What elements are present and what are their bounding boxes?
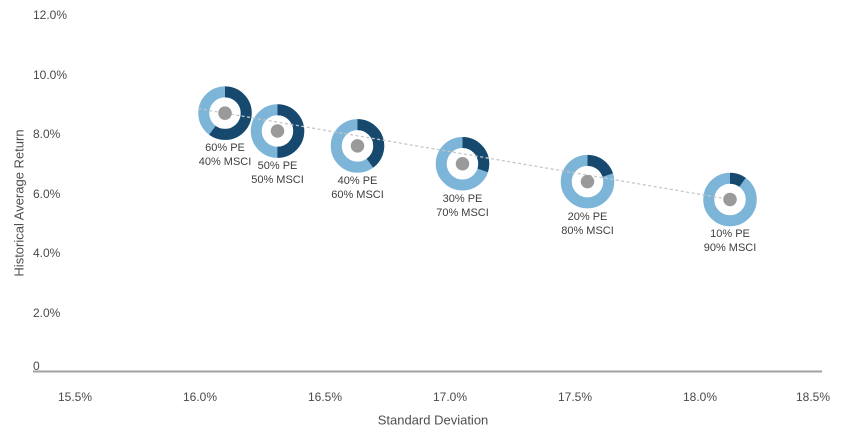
point-label-line1: 10% PE [710, 228, 750, 241]
center-dot [455, 157, 470, 171]
pe-segment [435, 137, 490, 191]
pe-segment [703, 172, 757, 227]
y-tick-label: 12.0% [33, 8, 68, 22]
pe-segment [330, 119, 385, 173]
center-dot [218, 106, 232, 120]
center-dot [350, 139, 365, 153]
y-tick-label: 0 [33, 359, 40, 373]
point-label-line1: 50% PE [257, 160, 298, 173]
x-tick-label: 15.5% [57, 390, 93, 404]
point-label-line2: 90% MSCI [703, 242, 757, 255]
point-label-line1: 40% PE [337, 174, 378, 187]
y-tick-label: 10.0% [33, 67, 68, 82]
donut-marker [250, 104, 305, 158]
point-label-line1: 60% PE [205, 142, 245, 155]
point-label-line2: 50% MSCI [251, 174, 304, 187]
donut-marker [560, 154, 615, 209]
donut-marker [330, 119, 385, 173]
x-tick-label: 16.5% [307, 390, 343, 404]
donut-marker [435, 137, 490, 191]
pe-segment [560, 154, 615, 209]
y-axis-title: Historical Average Return [11, 129, 27, 277]
y-tick-label: 4.0% [33, 246, 61, 260]
x-tick-label: 18.5% [795, 390, 831, 404]
trendline [198, 107, 731, 201]
pe-segment [250, 104, 305, 158]
point-label-line2: 40% MSCI [198, 156, 252, 169]
point-label-line1: 20% PE [567, 210, 608, 223]
x-tick-label: 17.5% [557, 390, 593, 404]
donut-marker [198, 86, 252, 140]
y-tick-label: 2.0% [33, 305, 61, 320]
point-label-line2: 70% MSCI [436, 206, 489, 219]
pe-segment [198, 86, 252, 140]
point-label-line1: 30% PE [442, 192, 483, 205]
y-tick-label: 6.0% [33, 186, 61, 201]
point-label-line2: 80% MSCI [561, 224, 614, 237]
point-label-line2: 60% MSCI [331, 188, 384, 201]
x-tick-label: 18.0% [682, 390, 718, 404]
y-tick-label: 8.0% [33, 127, 61, 141]
x-tick-label: 17.0% [432, 390, 468, 404]
center-dot [580, 174, 595, 189]
center-dot [723, 192, 737, 207]
center-dot [270, 124, 285, 138]
donut-markers [198, 86, 757, 227]
x-axis-title: Standard Deviation [377, 412, 489, 428]
donut-marker [703, 172, 757, 227]
x-tick-label: 16.0% [182, 390, 218, 404]
